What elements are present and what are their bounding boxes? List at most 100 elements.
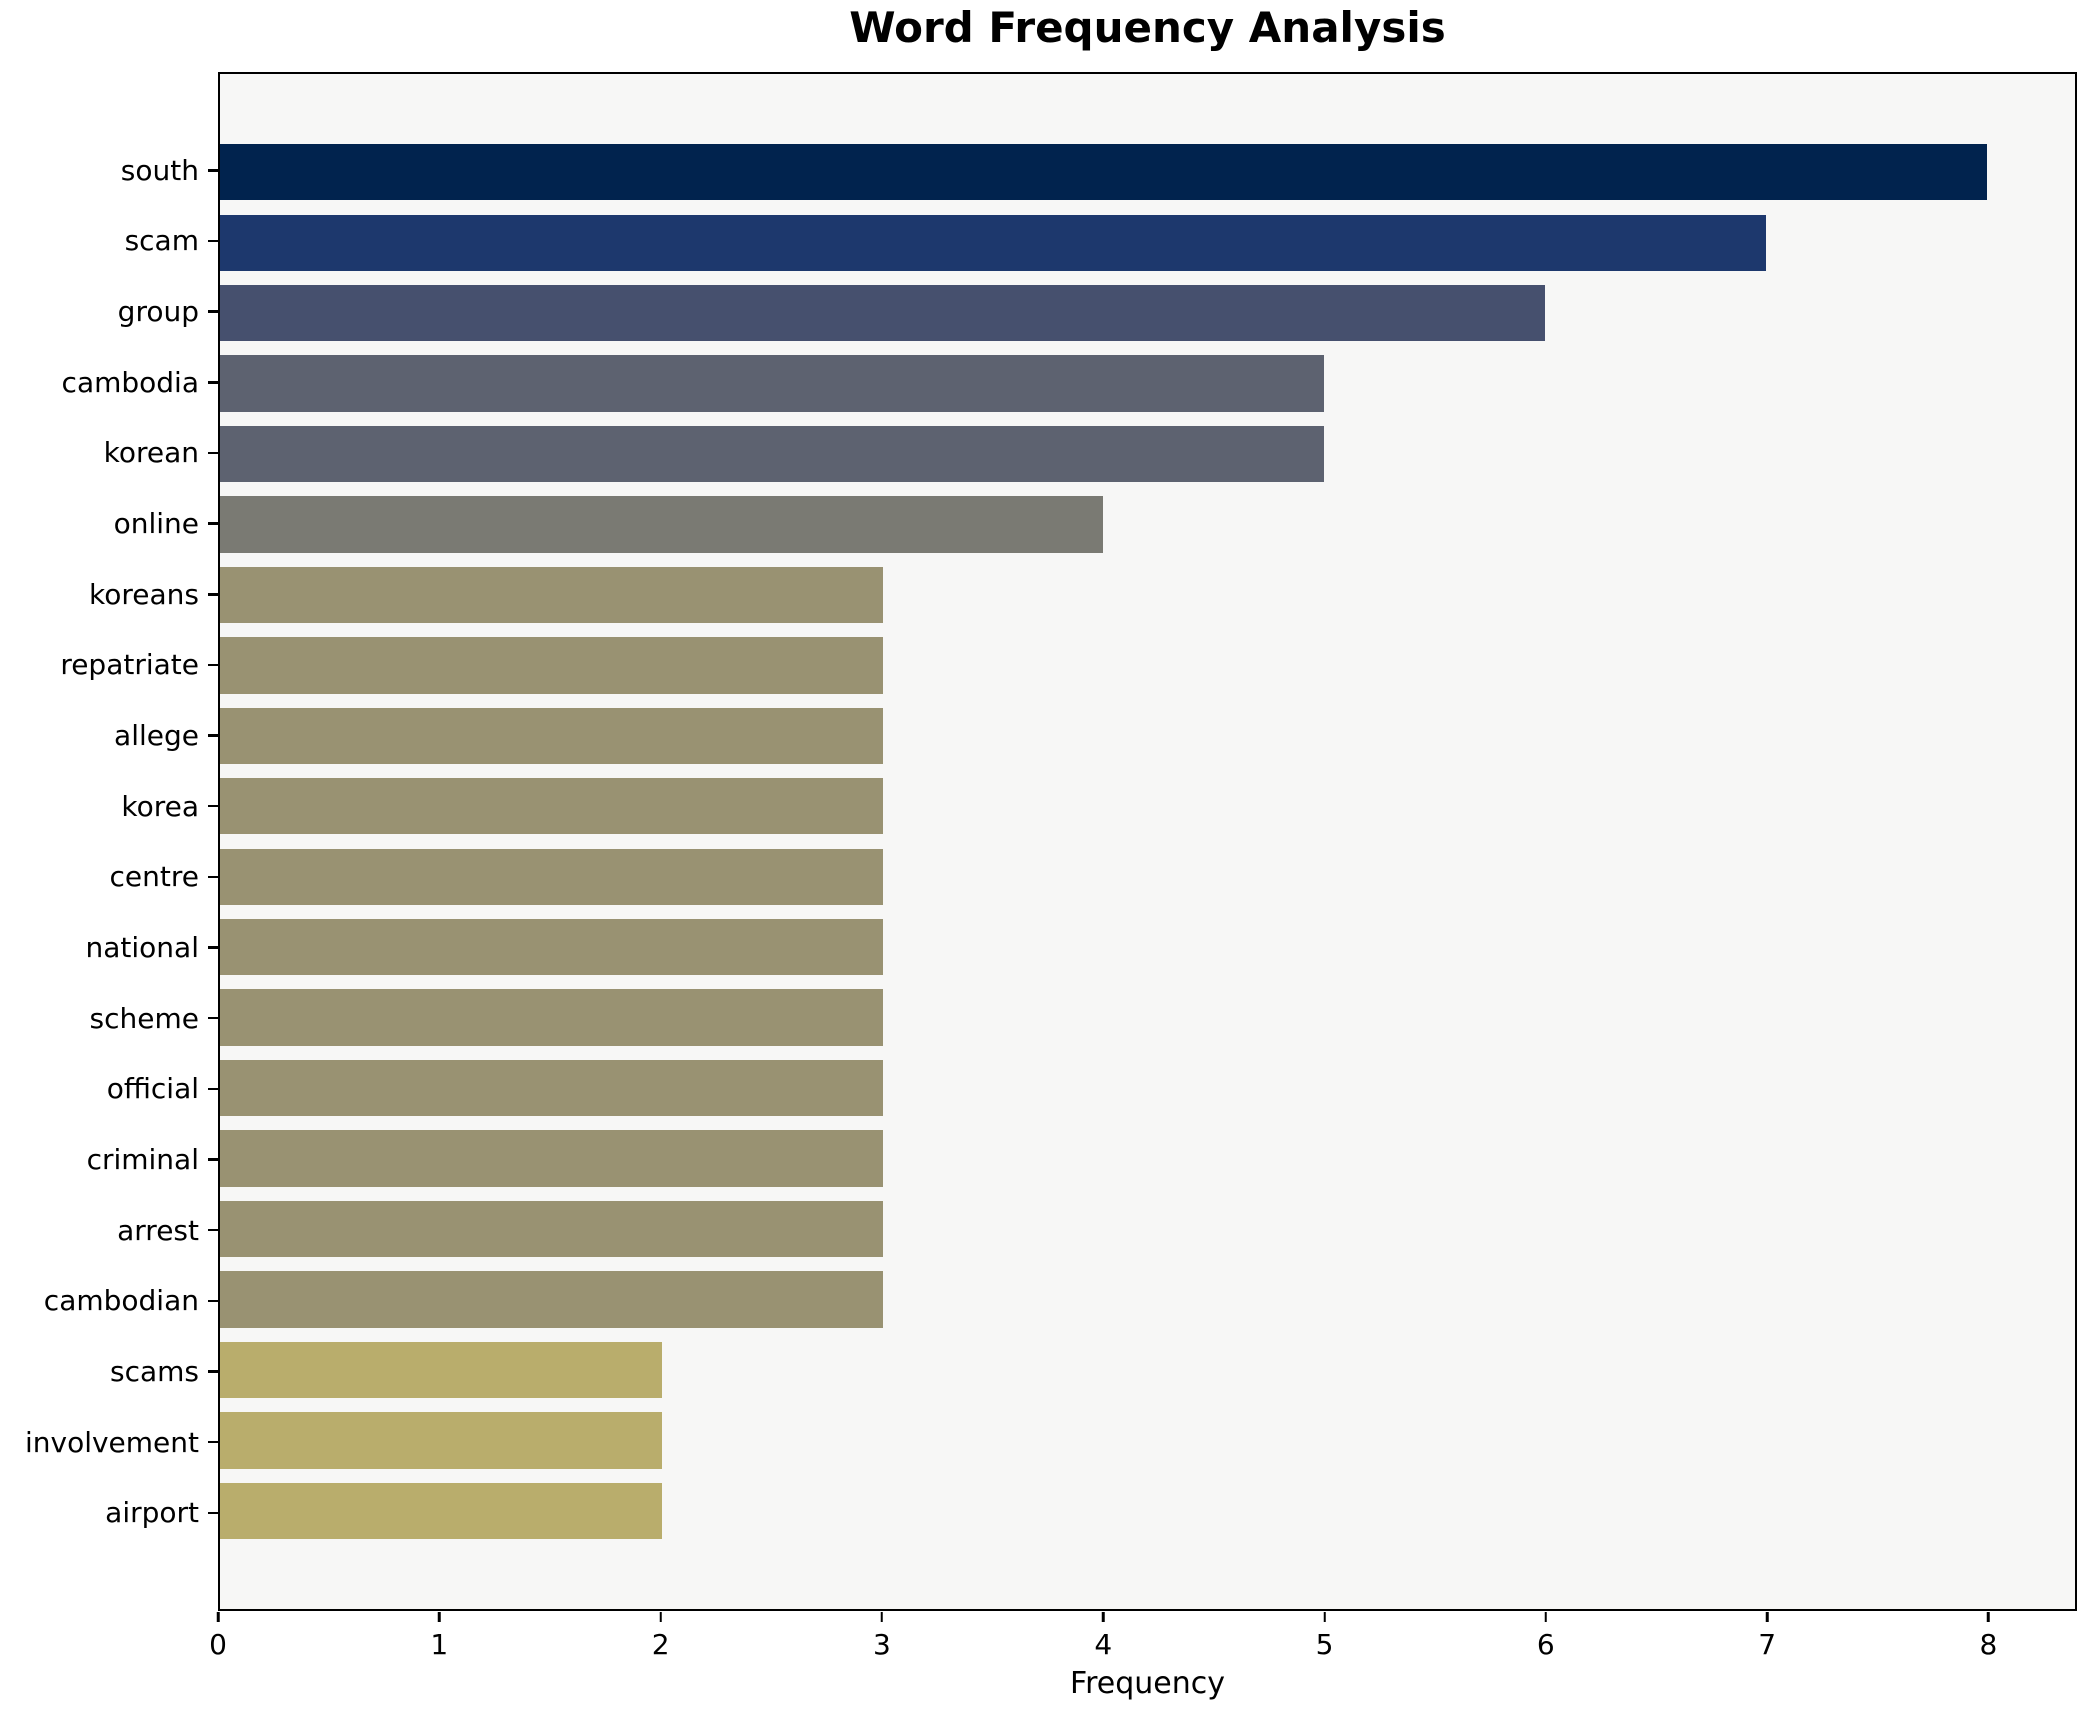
bar-scam xyxy=(220,214,1766,271)
y-tick-label: centre xyxy=(109,860,199,894)
bar-korea xyxy=(220,778,883,835)
x-tick-mark xyxy=(1987,1612,1990,1622)
y-tick-mark xyxy=(208,381,218,384)
x-tick-label: 2 xyxy=(651,1628,670,1661)
y-row: koreans xyxy=(0,559,218,630)
bar-cambodia xyxy=(220,355,1325,412)
x-tick-mark xyxy=(1323,1612,1326,1622)
bar-airport xyxy=(220,1482,662,1540)
x-axis-title: Frequency xyxy=(1070,1666,1225,1701)
x-tick-mark xyxy=(438,1612,441,1622)
x-tick-mark xyxy=(659,1612,662,1622)
bar-official xyxy=(220,1059,883,1117)
y-row: official xyxy=(0,1054,218,1125)
bar-row xyxy=(220,348,2075,418)
y-tick-label: online xyxy=(113,507,199,541)
y-tick-mark xyxy=(208,593,218,596)
bar-row xyxy=(220,207,2075,277)
y-row: involvement xyxy=(0,1407,218,1478)
y-tick-mark xyxy=(208,1299,218,1303)
y-row: repatriate xyxy=(0,630,218,701)
bar-korean xyxy=(220,425,1325,483)
bar-scheme xyxy=(220,989,883,1046)
y-tick-mark xyxy=(208,1016,218,1020)
y-tick-mark xyxy=(208,1370,218,1373)
y-tick-label: involvement xyxy=(24,1425,199,1459)
y-row: south xyxy=(0,135,218,206)
y-tick-mark xyxy=(208,663,218,667)
x-tick-label: 1 xyxy=(430,1628,449,1661)
bar-row xyxy=(220,1405,2075,1475)
bar-row xyxy=(220,1264,2075,1334)
y-tick-label: criminal xyxy=(86,1143,199,1177)
bars-container xyxy=(220,74,2075,1609)
y-tick-mark xyxy=(208,946,218,949)
y-row: korea xyxy=(0,771,218,842)
y-tick-label: cambodia xyxy=(61,365,199,399)
bar-cambodian xyxy=(220,1271,883,1328)
bar-row xyxy=(220,912,2075,982)
y-tick-mark xyxy=(208,1158,218,1161)
y-axis-labels: south scam group cambodia korean online korean… xyxy=(0,72,218,1611)
x-tick-label: 8 xyxy=(1979,1628,1998,1661)
y-row: criminal xyxy=(0,1124,218,1195)
y-tick-mark xyxy=(208,169,218,172)
x-tick-label: 4 xyxy=(1094,1628,1113,1661)
y-tick-label: scheme xyxy=(89,1001,199,1035)
bar-criminal xyxy=(220,1130,883,1187)
bar-involvement xyxy=(220,1412,662,1469)
y-row: online xyxy=(0,488,218,559)
y-tick-mark xyxy=(208,239,218,243)
bar-online xyxy=(220,496,1104,553)
y-row: airport xyxy=(0,1477,218,1548)
y-tick-mark xyxy=(208,734,218,737)
y-tick-label: south xyxy=(120,153,199,187)
y-tick-label: arrest xyxy=(117,1213,199,1247)
bar-row xyxy=(220,419,2075,489)
chart-title: Word Frequency Analysis xyxy=(849,3,1446,52)
y-tick-label: korean xyxy=(103,436,199,470)
bar-koreans xyxy=(220,566,883,624)
x-tick-mark xyxy=(1544,1612,1548,1622)
y-tick-mark xyxy=(208,804,218,808)
bar-group xyxy=(220,284,1545,342)
y-row: scam xyxy=(0,206,218,277)
bar-row xyxy=(220,842,2075,912)
bar-row xyxy=(220,1335,2075,1405)
bar-row xyxy=(220,1476,2075,1546)
y-row: cambodia xyxy=(0,347,218,418)
y-row: allege xyxy=(0,700,218,771)
bar-row xyxy=(220,630,2075,700)
bar-south xyxy=(220,144,1987,201)
x-axis-ticks: 0 1 2 3 4 5 6 7 8 xyxy=(209,1611,2077,1691)
y-tick-label: airport xyxy=(105,1496,199,1530)
bar-repatriate xyxy=(220,637,883,694)
bar-row xyxy=(220,1123,2075,1193)
y-tick-label: national xyxy=(85,931,199,965)
x-tick-label: 6 xyxy=(1536,1628,1555,1661)
bar-row xyxy=(220,560,2075,630)
bar-row xyxy=(220,771,2075,841)
bar-row xyxy=(220,1194,2075,1264)
bar-row xyxy=(220,489,2075,559)
y-row: arrest xyxy=(0,1195,218,1266)
y-row: scheme xyxy=(0,983,218,1054)
y-row: centre xyxy=(0,842,218,913)
x-tick-label: 3 xyxy=(873,1628,891,1661)
bar-row xyxy=(220,701,2075,771)
x-tick-label: 0 xyxy=(209,1628,227,1661)
x-tick-mark xyxy=(880,1612,884,1622)
bar-centre xyxy=(220,848,883,905)
y-row: korean xyxy=(0,418,218,489)
y-tick-mark xyxy=(208,310,218,313)
y-row: group xyxy=(0,276,218,347)
y-row: scams xyxy=(0,1336,218,1407)
x-tick-mark xyxy=(1765,1612,1769,1622)
y-row: cambodian xyxy=(0,1266,218,1337)
x-tick-mark xyxy=(1101,1612,1105,1622)
x-tick-mark xyxy=(216,1612,220,1622)
bar-allege xyxy=(220,707,883,765)
y-tick-mark xyxy=(208,522,218,525)
y-tick-mark xyxy=(208,875,218,879)
